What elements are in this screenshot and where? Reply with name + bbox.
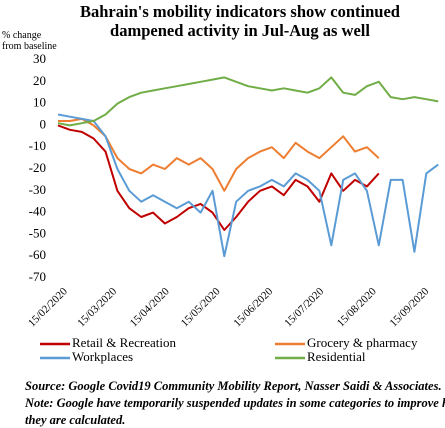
series-line [57,113,439,258]
x-tick-label: 15/08/2020 [335,285,379,329]
series-line [57,124,380,231]
y-tick-label: -60 [29,247,46,262]
y-tick-label: -20 [29,160,46,175]
x-tick-label: 15/03/2020 [75,285,119,329]
x-tick-label: 15/09/2020 [388,285,432,329]
series-line [57,76,439,127]
series-line [58,117,380,192]
y-tick-label: 0 [40,116,47,131]
y-tick-label: 10 [33,95,46,110]
y-tick-label: -40 [29,204,46,219]
x-tick-label: 15/04/2020 [128,285,172,329]
y-tick-label: -70 [29,269,46,284]
x-tick-label: 15/05/2020 [179,285,223,329]
x-tick-label: 15/07/2020 [282,285,326,329]
legend-label: Workplaces [72,349,133,364]
y-tick-label: 20 [33,73,46,88]
x-tick-label: 15/02/2020 [26,285,70,329]
legend-label: Residential [307,349,366,364]
y-tick-label: -50 [29,225,46,240]
chart-title: Bahrain's mobility indicators show conti… [80,2,400,40]
caption: Source: Google Covid19 Community Mobilit… [25,379,445,427]
legend-label: Grocery & pharmacy [307,335,418,350]
y-tick-label: 30 [33,51,46,66]
x-tick-label: 15/06/2020 [231,285,275,329]
y-tick-label: -10 [29,138,46,153]
y-axis-label: % change from baseline [2,30,57,52]
legend-label: Retail & Recreation [72,335,176,350]
y-tick-label: -30 [29,182,46,197]
